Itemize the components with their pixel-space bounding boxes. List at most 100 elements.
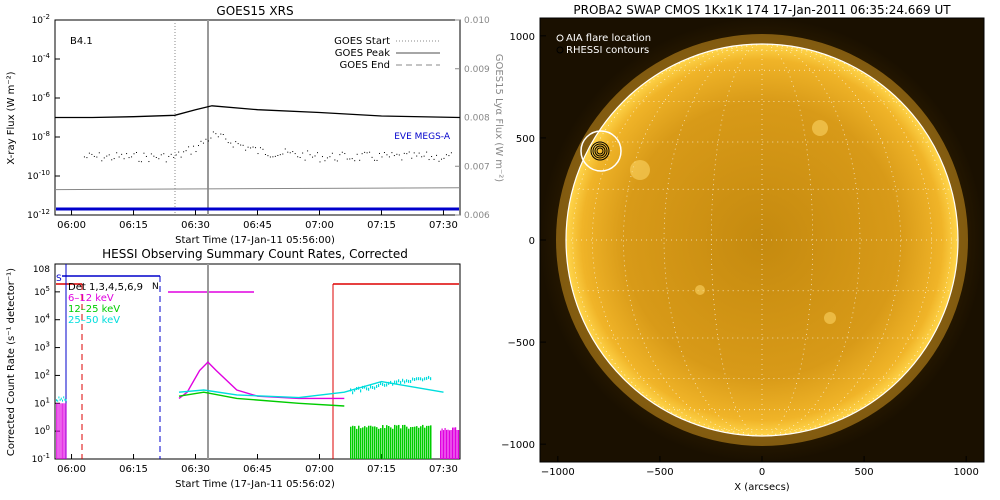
hessi-post-bar xyxy=(356,428,358,459)
hessi-y-tick-label: 104 xyxy=(34,313,50,326)
hessi-post-bar xyxy=(414,426,416,459)
hessi-post-point xyxy=(414,378,416,382)
goes-short-channel-point xyxy=(136,152,137,154)
hessi-post-bar xyxy=(382,425,384,459)
hessi-curves xyxy=(56,361,460,459)
goes-short-channel-point xyxy=(255,147,257,149)
goes-short-channel-point xyxy=(108,154,110,156)
hessi-post-bar xyxy=(453,427,455,459)
goes-short-channel-point xyxy=(381,156,383,158)
goes-short-channel-point xyxy=(440,158,442,160)
hessi-post-bar xyxy=(430,425,432,459)
goes-short-channel-point xyxy=(98,152,100,154)
goes-short-channel-point xyxy=(195,151,197,153)
goes-short-channel-point xyxy=(376,159,378,161)
goes-short-channel-point xyxy=(371,156,373,158)
hessi-post-bar xyxy=(404,424,406,459)
goes-short-channel-point xyxy=(116,152,118,154)
goes-y-axis-label: X-ray Flux (W m⁻²) xyxy=(6,71,17,164)
goes-short-channel-point xyxy=(205,138,207,140)
goes-short-channel-point xyxy=(431,156,433,158)
swap-y-tick-label: 0 xyxy=(529,236,535,247)
hessi-post-point xyxy=(352,391,354,395)
goes-short-channel-point xyxy=(284,148,286,150)
goes-short-channel-point xyxy=(341,151,343,153)
hessi-x-tick-label: 06:45 xyxy=(243,464,272,475)
hessi-post-bar xyxy=(376,427,378,459)
hessi-post-point xyxy=(422,378,424,382)
goes-y2-tick-label: 0.009 xyxy=(464,65,490,75)
goes-short-channel-point xyxy=(388,156,390,158)
hessi-post-point xyxy=(378,384,380,388)
goes-short-channel-point xyxy=(356,153,358,155)
goes-short-channel-point xyxy=(237,143,239,145)
goes-short-channel-point xyxy=(183,151,185,153)
goes-short-channel-point xyxy=(319,161,321,163)
goes-short-channel-point xyxy=(329,156,331,158)
hessi-post-bar xyxy=(354,426,356,459)
goes-short-channel-point xyxy=(416,155,418,157)
hessi-series-line xyxy=(178,380,444,399)
goes-legend-start-label: GOES Start xyxy=(334,36,390,47)
goes-short-channel-point xyxy=(436,154,438,156)
swap-y-tick-label: 1000 xyxy=(510,32,535,43)
goes-short-channel-point xyxy=(339,154,341,156)
goes-x-tick-label: 06:45 xyxy=(243,220,272,231)
goes-y-tick-label: 10-4 xyxy=(32,52,51,65)
active-region xyxy=(824,312,836,324)
goes-short-channel-point xyxy=(282,153,284,155)
hessi-post-bar xyxy=(360,428,362,459)
goes-short-channel-point xyxy=(374,159,376,161)
hessi-y-tick-label: 103 xyxy=(34,341,50,354)
hessi-pre-bar xyxy=(62,403,63,459)
goes-short-channel-point xyxy=(443,157,445,159)
hessi-post-point xyxy=(388,381,390,385)
goes-y2-tick-label: 0.010 xyxy=(464,16,490,26)
hessi-pre-bar xyxy=(58,403,60,459)
goes-y-tick-label: 10-2 xyxy=(32,13,50,26)
hessi-post-bar xyxy=(424,427,426,459)
hessi-post-point xyxy=(366,387,368,391)
goes-short-channel-point xyxy=(361,153,363,155)
rhessi-contour xyxy=(594,145,606,157)
goes-short-channel-point xyxy=(185,150,187,152)
goes-x-tick-label: 07:15 xyxy=(367,220,396,231)
goes-short-channel-point xyxy=(418,152,420,154)
hessi-n-label: N xyxy=(152,282,159,292)
hessi-post-point xyxy=(368,387,370,391)
goes-short-channel-point xyxy=(123,158,125,160)
goes-short-channel-point xyxy=(200,140,202,142)
hessi-post-bar xyxy=(380,428,382,459)
longitude-line xyxy=(761,43,814,437)
goes-short-channel-point xyxy=(299,156,301,158)
swap-x-tick-label: 500 xyxy=(855,467,874,478)
hessi-post-point xyxy=(356,387,358,391)
hessi-saa-label: S xyxy=(56,274,62,284)
hessi-post-bar xyxy=(374,426,376,459)
goes-short-channel-point xyxy=(314,155,316,157)
swap-y-tick-label: −1000 xyxy=(501,440,535,451)
goes-short-channel-point xyxy=(279,154,281,156)
rhessi-contour xyxy=(590,141,610,161)
goes-x-tick-label: 06:00 xyxy=(57,220,86,231)
hessi-panel: HESSI Observing Summary Count Rates, Cor… xyxy=(6,247,461,490)
goes-short-channel-point xyxy=(140,161,142,163)
hessi-post-point xyxy=(376,384,378,388)
hessi-pre-bar xyxy=(56,403,57,459)
hessi-post-bar xyxy=(441,428,443,459)
goes-short-channel-point xyxy=(133,153,135,155)
hessi-y-tick-label: 100 xyxy=(34,424,50,437)
hessi-post-point xyxy=(394,380,396,384)
swap-legend: AIA flare location RHESSI contours xyxy=(556,33,651,56)
hessi-post-point xyxy=(358,386,360,390)
hessi-post-point xyxy=(408,379,410,383)
hessi-post-bar xyxy=(350,426,352,459)
goes-short-channel-point xyxy=(175,154,177,156)
goes-short-channel-point xyxy=(168,155,170,157)
hessi-post-point xyxy=(402,378,404,382)
goes-short-channel-point xyxy=(190,153,192,155)
aia-legend-symbol xyxy=(556,34,564,42)
goes-short-channel-point xyxy=(312,156,314,158)
swap-y-ticks: 1000 500 0 −500 −1000 xyxy=(501,32,546,451)
goes-short-channel-point xyxy=(423,155,425,157)
